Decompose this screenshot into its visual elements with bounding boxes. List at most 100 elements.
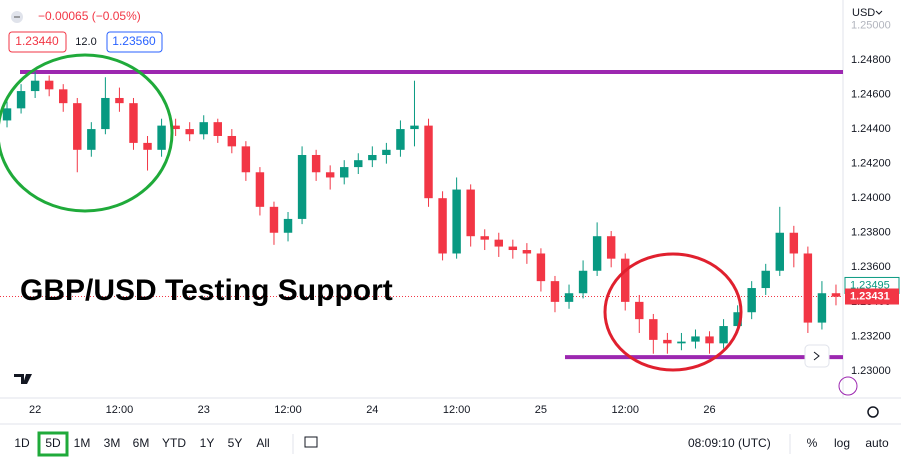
- range-button[interactable]: 5D: [45, 436, 61, 450]
- candle-body: [185, 129, 194, 135]
- range-button[interactable]: 1D: [14, 436, 30, 450]
- range-button[interactable]: 1Y: [200, 436, 215, 450]
- candle-body: [283, 218, 293, 233]
- candle-body: [522, 250, 532, 254]
- candle-body: [241, 146, 251, 173]
- candle-body: [129, 103, 138, 143]
- candle-body: [578, 270, 588, 294]
- highlight-circle: [0, 53, 174, 213]
- candle-body: [747, 288, 756, 313]
- plot: [0, 70, 843, 360]
- range-button[interactable]: 1M: [74, 436, 91, 450]
- candle-body: [775, 232, 784, 271]
- y-tick-label: 1.24200: [851, 158, 891, 170]
- ask: 1.23560: [112, 34, 156, 48]
- candle-body: [2, 108, 12, 121]
- scroll-icon: [813, 351, 820, 361]
- candle-body: [424, 125, 433, 199]
- y-tick-label: 1.25000: [851, 19, 891, 31]
- range-highlight: [37, 431, 69, 457]
- range-button[interactable]: YTD: [162, 436, 186, 450]
- candle-body: [16, 91, 26, 109]
- candle-body: [438, 198, 447, 254]
- candle-body: [382, 149, 391, 155]
- candle-body: [789, 232, 799, 254]
- candle-body: [44, 80, 54, 90]
- ask-box[interactable]: [106, 31, 163, 53]
- candle-body: [564, 293, 574, 302]
- annotation-title: GBP/USD Testing Support: [20, 274, 393, 307]
- axis-option[interactable]: auto: [865, 436, 889, 450]
- x-tick-label: 25: [535, 404, 547, 416]
- clock: 08:09:10 (UTC): [688, 436, 771, 450]
- candle-body: [817, 293, 827, 323]
- candle-body: [621, 258, 630, 302]
- price-label: 1.23431: [850, 290, 890, 302]
- y-tick-label: 1.24800: [851, 54, 891, 66]
- y-tick-label: 1.24000: [851, 192, 891, 204]
- candle-body: [733, 312, 742, 327]
- candle-body: [592, 236, 602, 271]
- tv-logo: [14, 374, 32, 384]
- candle-body: [199, 122, 208, 135]
- settings-icon[interactable]: [867, 406, 879, 418]
- candle-body: [340, 167, 349, 178]
- spread: 12.0: [75, 36, 96, 48]
- candle-body: [550, 281, 560, 302]
- candle-body: [494, 239, 503, 247]
- bid: 1.23440: [15, 34, 59, 48]
- candle-body: [213, 122, 222, 136]
- candle-body: [115, 97, 124, 104]
- alert-icon[interactable]: [838, 376, 858, 396]
- candle-body: [705, 336, 714, 344]
- price-label: 1.23495: [850, 279, 890, 291]
- candle-body: [508, 246, 518, 251]
- y-tick-label: 1.24400: [851, 123, 891, 135]
- date-range-icon[interactable]: [304, 436, 318, 448]
- candle-body: [227, 135, 237, 147]
- candle-body: [635, 301, 644, 320]
- candle-body: [606, 236, 616, 259]
- candle-body: [269, 206, 279, 233]
- candle-body: [691, 336, 700, 342]
- candle-body: [803, 253, 813, 323]
- candle-body: [297, 154, 307, 219]
- candle-body: [325, 172, 335, 178]
- bid-box[interactable]: [8, 31, 67, 53]
- price-label-box: [845, 288, 899, 305]
- candle-body: [831, 293, 841, 297]
- candle-body: [452, 189, 461, 254]
- candle-body: [30, 80, 40, 92]
- x-tick-label: 26: [703, 404, 715, 416]
- candle-body: [368, 154, 377, 161]
- y-tick-label: 1.24600: [851, 88, 891, 100]
- range-button[interactable]: 5Y: [228, 436, 243, 450]
- candle-body: [311, 154, 321, 173]
- candle-body: [171, 125, 180, 130]
- currency[interactable]: USD: [852, 7, 875, 19]
- range-button[interactable]: 3M: [104, 436, 121, 450]
- range-button[interactable]: 6M: [133, 436, 150, 450]
- currency-chevron: [875, 10, 883, 15]
- y-tick-label: 1.23200: [851, 330, 891, 342]
- candle-body: [649, 319, 658, 340]
- x-tick-label: 24: [366, 404, 378, 416]
- x-tick-label: 12:00: [611, 404, 639, 416]
- candle-body: [101, 97, 110, 130]
- highlight-circle: [603, 252, 743, 372]
- candle-body: [761, 270, 770, 289]
- axis-option[interactable]: log: [834, 436, 850, 450]
- candle-body: [73, 103, 82, 150]
- axis-option[interactable]: %: [807, 436, 818, 450]
- candle-body: [410, 125, 419, 130]
- y-tick-label: 1.23000: [851, 365, 891, 377]
- candle-body: [143, 142, 152, 150]
- range-button[interactable]: All: [256, 436, 269, 450]
- y-tick-label: 1.23800: [851, 227, 891, 239]
- candle-body: [157, 125, 166, 150]
- candle-body: [396, 129, 405, 150]
- candle-body: [663, 339, 672, 344]
- candle-body: [719, 326, 728, 344]
- scroll-button[interactable]: [804, 344, 830, 368]
